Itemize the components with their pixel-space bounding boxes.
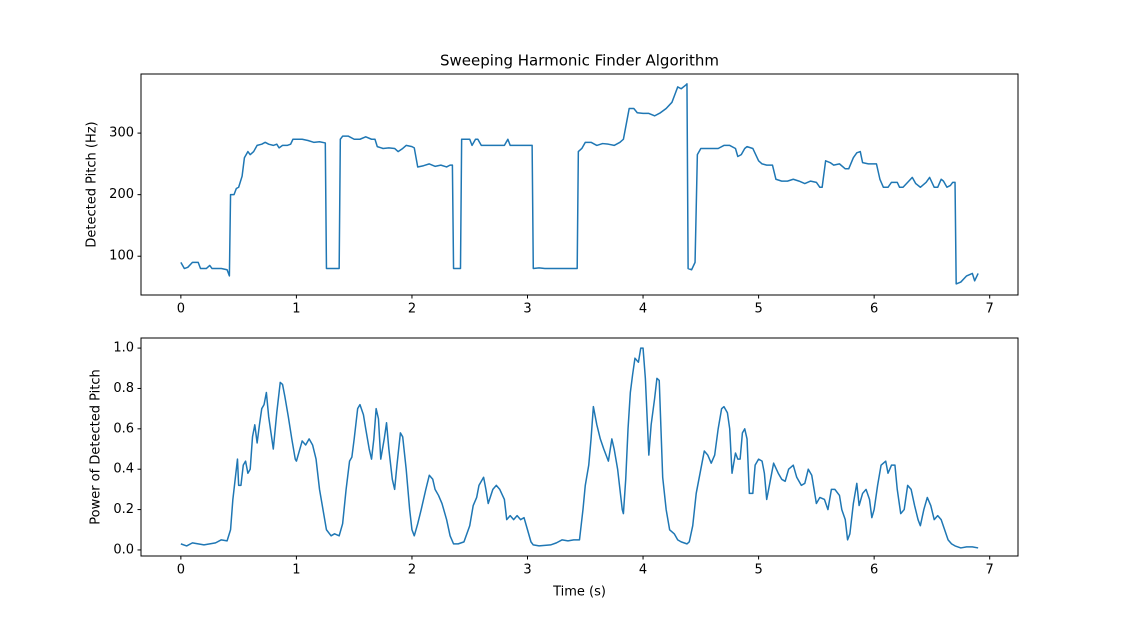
y-tick-label: 0.8: [113, 381, 134, 396]
y-tick-label: 100: [109, 249, 134, 264]
y-tick-label: 0.2: [113, 502, 134, 517]
x-tick-label: 0: [177, 563, 185, 578]
y-tick-label: 0.4: [113, 462, 134, 477]
y-tick-label: 0.0: [113, 542, 134, 557]
y-axis-label: Detected Pitch (Hz): [85, 121, 100, 247]
y-tick-label: 0.6: [113, 421, 134, 436]
x-tick-label: 5: [754, 563, 762, 578]
x-tick-label: 3: [523, 302, 531, 317]
y-tick-label: 200: [109, 187, 134, 202]
x-tick-label: 5: [754, 302, 762, 317]
x-tick-label: 4: [639, 302, 647, 317]
x-tick-label: 6: [870, 563, 878, 578]
x-tick-label: 4: [639, 563, 647, 578]
axes-frame: [140, 73, 1019, 296]
x-tick-label: 1: [292, 302, 300, 317]
x-tick-label: 3: [523, 563, 531, 578]
data-line: [180, 83, 979, 285]
y-axis-label: Power of Detected Pitch: [89, 369, 104, 524]
x-tick-label: 0: [177, 302, 185, 317]
x-tick-label: 2: [408, 302, 416, 317]
chart-title: Sweeping Harmonic Finder Algorithm: [440, 52, 719, 70]
x-tick-label: 7: [986, 563, 994, 578]
data-line: [180, 347, 979, 549]
y-tick-label: 1.0: [113, 341, 134, 356]
x-tick-label: 2: [408, 563, 416, 578]
axes-frame: [140, 337, 1019, 557]
y-tick-label: 300: [109, 126, 134, 141]
x-axis-label: Time (s): [552, 585, 606, 600]
x-tick-label: 1: [292, 563, 300, 578]
x-tick-label: 7: [986, 302, 994, 317]
x-tick-label: 6: [870, 302, 878, 317]
